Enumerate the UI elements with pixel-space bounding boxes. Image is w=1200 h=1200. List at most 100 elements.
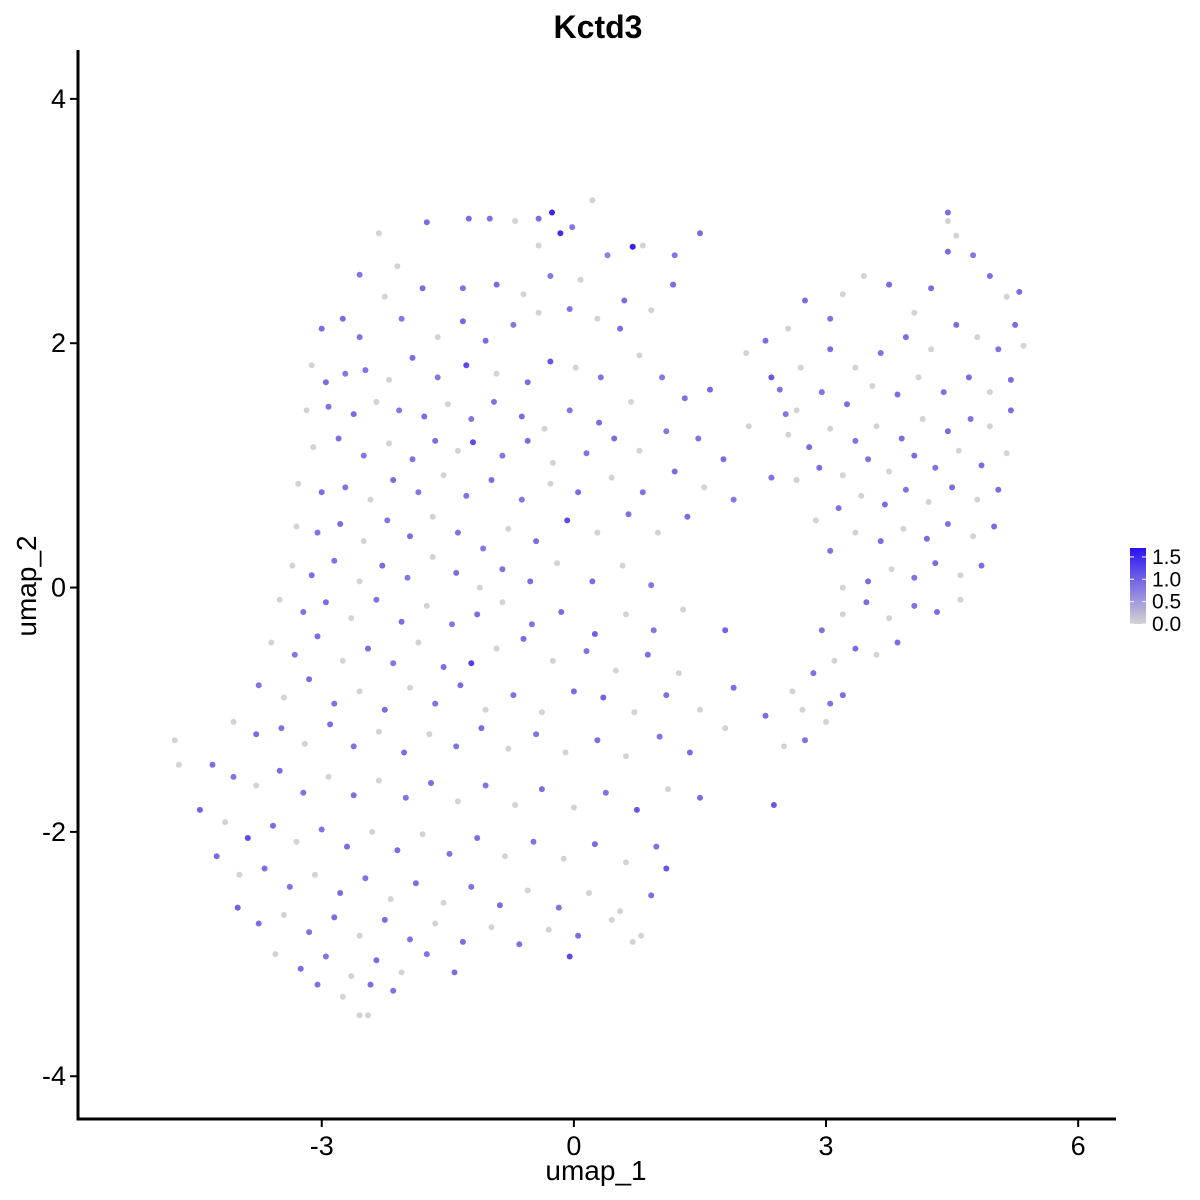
scatter-point [953, 232, 960, 239]
scatter-point [604, 252, 611, 259]
scatter-point [671, 252, 678, 259]
scatter-point [493, 645, 500, 652]
scatter-point [628, 398, 634, 405]
scatter-point [344, 843, 350, 850]
color-legend-bar [1130, 548, 1146, 624]
scatter-point [589, 578, 596, 585]
scatter-point [940, 389, 947, 396]
scatter-point [381, 916, 388, 923]
scatter-point [306, 929, 313, 936]
scatter-point [440, 899, 447, 906]
scatter-point [348, 615, 355, 622]
scatter-point [468, 883, 475, 890]
scatter-point [373, 596, 380, 603]
scatter-point [902, 334, 909, 341]
scatter-point [516, 941, 523, 948]
scatter-point [524, 379, 531, 386]
scatter-point [538, 709, 545, 716]
scatter-point [858, 492, 865, 499]
scatter-point [381, 706, 388, 713]
scatter-point [360, 452, 367, 459]
scatter-point [873, 423, 880, 430]
scatter-point [253, 782, 260, 789]
scatter-point [831, 657, 838, 664]
scatter-point [510, 692, 517, 699]
scatter-point [308, 362, 315, 369]
scatter-point [549, 459, 556, 466]
scatter-point [451, 969, 458, 976]
scatter-point [681, 395, 688, 402]
scatter-point [839, 692, 846, 699]
scatter-point [789, 688, 796, 695]
scatter-point [852, 529, 859, 536]
scatter-point [886, 281, 893, 288]
scatter-point [295, 480, 302, 487]
scatter-point [342, 370, 349, 377]
scatter-point [538, 786, 545, 793]
scatter-point [465, 215, 472, 222]
scatter-point [524, 887, 531, 894]
scatter-point [839, 472, 846, 479]
scatter-point [974, 334, 981, 341]
scatter-point [558, 609, 565, 615]
scatter-point [547, 358, 554, 365]
x-axis-ticks: -3 0 3 6 [310, 1119, 1086, 1161]
scatter-point [373, 957, 380, 964]
scatter-point [463, 492, 470, 499]
scatter-point [468, 416, 475, 422]
scatter-point [293, 523, 300, 530]
scatter-point [697, 230, 703, 237]
scatter-point [654, 529, 661, 536]
scatter-point [944, 428, 951, 435]
scatter-point [898, 435, 905, 442]
scatter-point [423, 951, 430, 958]
scatter-point [827, 547, 834, 554]
scatter-point [545, 926, 552, 933]
scatter-point [386, 440, 392, 447]
scatter-point [535, 309, 542, 316]
scatter-point [648, 307, 655, 314]
scatter-point [482, 337, 489, 344]
scatter-point [502, 853, 508, 860]
scatter-point [650, 627, 657, 634]
scatter-point [623, 611, 629, 618]
scatter-point [474, 611, 481, 618]
scatter-point [663, 865, 670, 872]
scatter-point [512, 218, 519, 224]
scatter-point [362, 367, 369, 374]
scatter-point [404, 574, 411, 581]
color-legend-ticks: 0.00.51.01.5 [1130, 546, 1181, 636]
scatter-point [549, 657, 556, 664]
scatter-point [480, 545, 487, 552]
scatter-point [549, 209, 555, 216]
scatter-point [407, 684, 413, 691]
scatter-point [335, 435, 342, 442]
scatter-point [894, 639, 901, 646]
scatter-point [611, 435, 618, 442]
chart-title: Kctd3 [554, 9, 643, 45]
scatter-point [594, 737, 601, 744]
scatter-point [390, 987, 397, 994]
scatter-point [572, 364, 579, 371]
scatter-point [476, 584, 483, 591]
scatter-point [995, 346, 1002, 353]
scatter-point [459, 938, 466, 945]
scatter-point [270, 822, 276, 829]
scatter-point [520, 291, 527, 298]
scatter-point [253, 731, 260, 738]
scatter-point [402, 794, 409, 801]
scatter-point [415, 639, 422, 646]
scatter-point [308, 572, 315, 579]
scatter-point [949, 484, 956, 491]
scatter-point [426, 731, 433, 738]
scatter-point [398, 618, 405, 625]
scatter-point [293, 838, 300, 845]
scatter-point [591, 631, 598, 637]
scatter-point [547, 480, 554, 487]
scatter-point [463, 362, 470, 369]
scatter-point [659, 374, 666, 381]
scatter-point [986, 273, 993, 279]
scatter-point [429, 513, 436, 520]
scatter-point [276, 596, 283, 603]
scatter-point [596, 419, 603, 426]
